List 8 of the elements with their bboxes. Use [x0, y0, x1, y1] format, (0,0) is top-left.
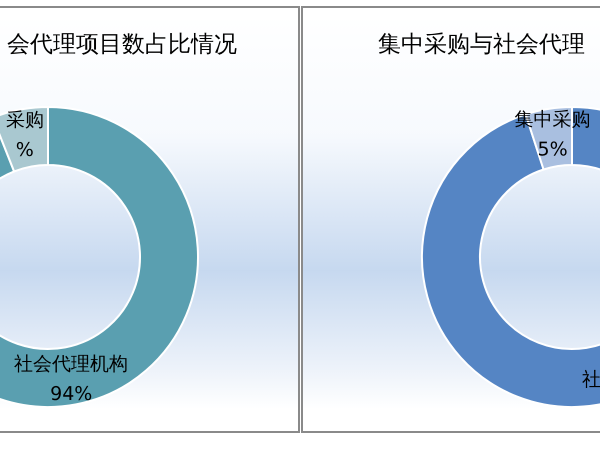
chart-title: 集中采购与社会代理	[378, 32, 585, 58]
slice-label: 社	[582, 368, 600, 390]
data-label: 5%	[538, 138, 568, 161]
data-label: 94%	[50, 382, 92, 405]
slice-label: 采购	[6, 109, 44, 132]
data-label: %	[16, 139, 34, 162]
chart-title: 会代理项目数占比情况	[7, 32, 237, 58]
slice-label: 社会代理机构	[14, 352, 128, 375]
